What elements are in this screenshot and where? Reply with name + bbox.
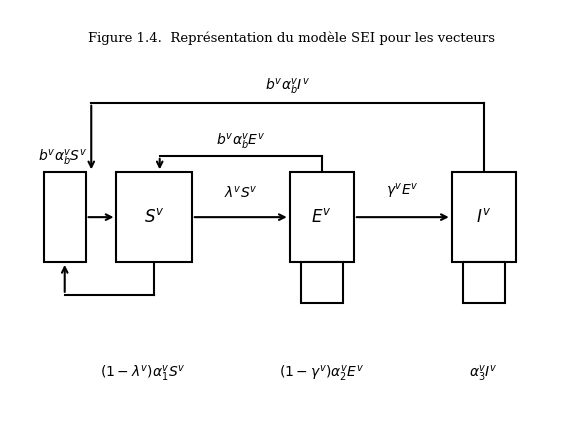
Text: $b^v\alpha_b^v E^v$: $b^v\alpha_b^v E^v$ [216, 132, 265, 152]
Text: $b^v\alpha_b^v I^v$: $b^v\alpha_b^v I^v$ [265, 77, 310, 97]
Text: $\gamma^v E^v$: $\gamma^v E^v$ [386, 182, 419, 201]
Text: $\lambda^v S^v$: $\lambda^v S^v$ [224, 185, 258, 201]
Bar [463, 262, 505, 303]
Text: $\alpha_3^v I^v$: $\alpha_3^v I^v$ [469, 364, 498, 384]
Text: Figure 1.4.  Représentation du modèle SEI pour les vecteurs: Figure 1.4. Représentation du modèle SEI… [87, 31, 495, 45]
Bar [290, 172, 354, 262]
Text: $(1-\gamma^v)\alpha_2^v E^v$: $(1-\gamma^v)\alpha_2^v E^v$ [279, 364, 364, 384]
Bar [301, 262, 343, 303]
Text: $E^v$: $E^v$ [311, 208, 332, 226]
Text: $b^v\alpha_b^v S^v$: $b^v\alpha_b^v S^v$ [38, 148, 88, 168]
Bar [44, 172, 86, 262]
Bar [116, 172, 192, 262]
Text: $(1-\lambda^v)\alpha_1^v S^v$: $(1-\lambda^v)\alpha_1^v S^v$ [100, 364, 186, 384]
Bar [452, 172, 516, 262]
Text: $I^v$: $I^v$ [476, 208, 491, 226]
Text: $S^v$: $S^v$ [144, 208, 165, 226]
